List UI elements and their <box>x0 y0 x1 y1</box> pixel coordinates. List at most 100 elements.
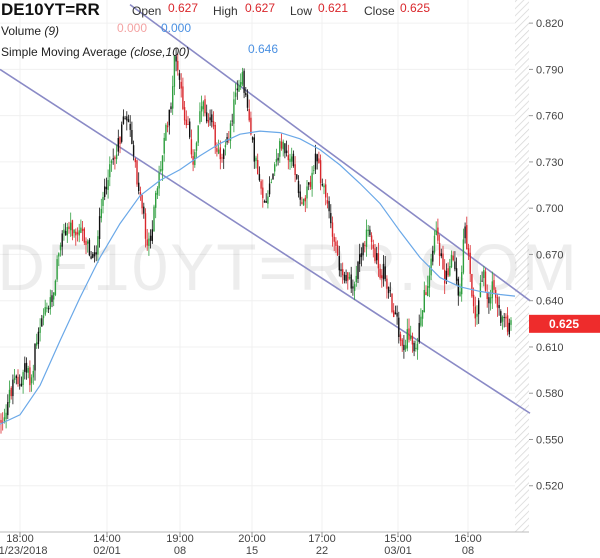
candle-body <box>25 362 28 373</box>
candle-body <box>328 201 330 212</box>
candle-body <box>384 266 386 279</box>
candle-body <box>30 377 33 384</box>
candle-body <box>85 240 87 245</box>
candle-body <box>486 292 488 299</box>
sma-line <box>0 130 516 425</box>
candle-body <box>100 208 102 219</box>
candle-body <box>202 101 204 110</box>
candle-body <box>479 283 482 298</box>
candle-body <box>404 345 407 350</box>
candle-body <box>87 241 89 244</box>
candle-body <box>233 99 235 124</box>
candle-body <box>17 376 19 384</box>
candle-body <box>3 417 6 422</box>
candle-body <box>68 226 70 230</box>
candle-body <box>418 322 420 342</box>
sma-indicator-param: (close,100) <box>130 45 190 59</box>
candle-body <box>246 94 249 108</box>
candle-body <box>168 109 170 126</box>
open-value: 0.627 <box>168 1 199 15</box>
candle-body <box>156 188 159 195</box>
x-tick-time-label: 16:00 <box>454 533 482 545</box>
candle-body <box>331 222 334 237</box>
candle-body <box>421 310 424 319</box>
candle-body <box>251 137 254 140</box>
candle-body <box>313 170 315 171</box>
volume-indicator-label: Volume (9) <box>1 24 59 38</box>
candle-body <box>428 275 431 288</box>
candle-body <box>5 412 7 419</box>
candle-body <box>387 286 390 294</box>
y-tick-label: 0.580 <box>536 388 564 400</box>
candle-body <box>372 244 374 249</box>
candle-body <box>488 297 490 304</box>
candle-body <box>391 293 393 313</box>
candle-body <box>505 316 507 319</box>
candle-body <box>408 328 410 340</box>
candle-body <box>59 245 62 251</box>
candle-body <box>236 88 238 91</box>
candle-body <box>206 112 208 122</box>
candle-body <box>12 379 14 397</box>
candle-body <box>58 253 60 257</box>
candle-body <box>41 318 43 327</box>
candle-body <box>7 402 9 416</box>
candle-body <box>503 316 505 318</box>
hatched-future-area <box>515 0 529 532</box>
candle-body <box>61 233 63 247</box>
candle-body <box>134 158 136 163</box>
candle-body <box>444 269 446 284</box>
candle-body <box>107 180 109 190</box>
candle-body <box>78 230 80 236</box>
candle-body <box>325 184 327 198</box>
candle-body <box>440 253 442 257</box>
candle-body <box>433 235 436 253</box>
candle-body <box>151 229 153 241</box>
candle-body <box>122 116 125 124</box>
candle-body <box>379 268 381 278</box>
y-tick-label: 0.520 <box>536 481 564 493</box>
candle-body <box>200 106 203 112</box>
candle-body <box>333 236 335 242</box>
candle-body <box>27 368 29 373</box>
candle-body <box>66 227 68 236</box>
candle-body <box>296 174 298 179</box>
candle-body <box>367 229 369 231</box>
candle-body <box>376 253 378 261</box>
candle-body <box>163 137 165 154</box>
candle-body <box>394 312 397 315</box>
candle-body <box>274 164 276 172</box>
candle-body <box>216 148 218 152</box>
candle-body <box>80 227 82 233</box>
candle-body <box>316 154 318 162</box>
candle-body <box>326 200 329 204</box>
x-tick-date-label: 22 <box>316 545 328 557</box>
candle-body <box>275 159 278 163</box>
candle-body <box>374 248 376 262</box>
candle-body <box>345 275 347 282</box>
x-tick-time-label: 15:00 <box>384 533 412 545</box>
candle-body <box>432 250 434 262</box>
candle-body <box>501 316 504 322</box>
candle-body <box>336 245 339 256</box>
candle-body <box>321 184 323 186</box>
candle-body <box>469 252 471 274</box>
candle-body <box>280 141 283 149</box>
candle-body <box>370 235 373 242</box>
candle-body <box>81 228 84 231</box>
candle-body <box>491 281 493 299</box>
candle-body <box>39 327 41 333</box>
candle-body <box>415 347 417 349</box>
candle-body <box>457 278 459 296</box>
candle-body <box>270 182 272 183</box>
candle-body <box>102 197 104 206</box>
candle-body <box>476 313 478 317</box>
candle-body <box>301 202 303 204</box>
candle-body <box>73 229 75 234</box>
candle-body <box>138 182 140 192</box>
candle-body <box>297 180 300 194</box>
candle-body <box>71 220 74 236</box>
candle-body <box>149 235 152 241</box>
x-tick-date-label: 01/23/2018 <box>0 545 48 557</box>
candle-body <box>34 343 36 371</box>
